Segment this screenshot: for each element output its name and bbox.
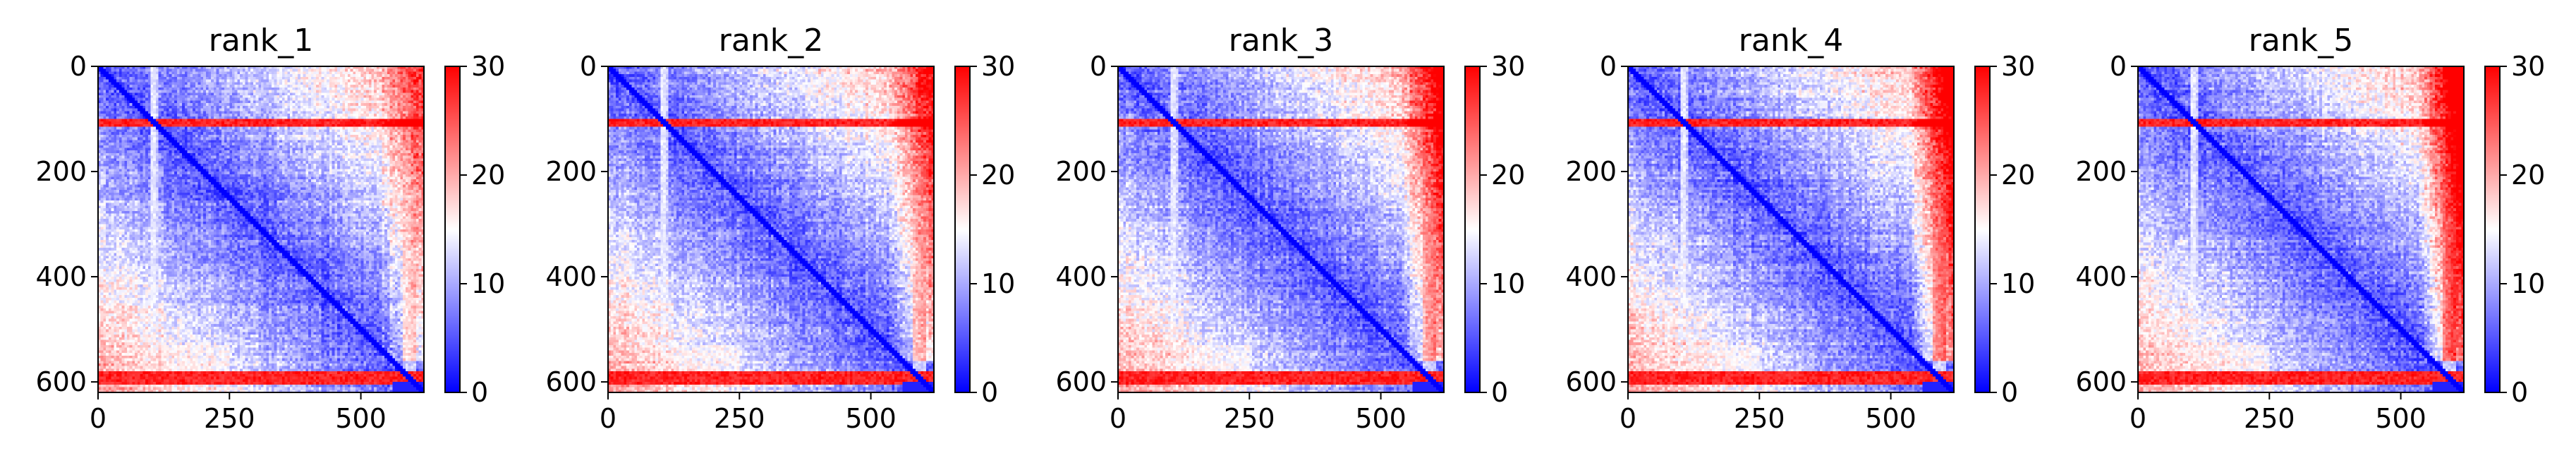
y-tick-label: 600 — [2075, 366, 2127, 397]
x-tick-label: 500 — [1865, 403, 1916, 434]
colorbar-tick-label: 0 — [2511, 377, 2528, 408]
axes-frame — [1627, 66, 1955, 393]
y-tick-label: 200 — [1055, 156, 1107, 187]
x-tick-label: 500 — [2375, 403, 2426, 434]
axes-frame — [1117, 66, 1445, 393]
colorbar-tick-label: 10 — [1491, 268, 1525, 299]
colorbar-tick-label: 10 — [981, 268, 1015, 299]
colorbar-tick-label: 10 — [2001, 268, 2035, 299]
panel-title: rank_5 — [2249, 23, 2353, 59]
colorbar-tick-label: 30 — [471, 51, 505, 82]
axes-frame — [2137, 66, 2465, 393]
x-tick-label: 0 — [2130, 403, 2146, 434]
y-tick-label: 600 — [35, 366, 87, 397]
x-tick-label: 250 — [714, 403, 765, 434]
colorbar — [1464, 66, 1481, 393]
y-tick-label: 0 — [70, 51, 87, 82]
axes-frame — [607, 66, 935, 393]
y-tick-label: 600 — [545, 366, 597, 397]
colorbar-tick-label: 30 — [1491, 51, 1525, 82]
colorbar-tick-label: 30 — [981, 51, 1015, 82]
y-tick-label: 0 — [1090, 51, 1107, 82]
x-tick-label: 0 — [1110, 403, 1126, 434]
colorbar-tick-label: 20 — [2001, 160, 2035, 191]
colorbar-tick-label: 10 — [471, 268, 505, 299]
x-tick-label: 500 — [845, 403, 897, 434]
colorbar-tick-label: 20 — [981, 160, 1015, 191]
colorbar-tick-label: 20 — [1491, 160, 1525, 191]
y-tick-label: 400 — [35, 261, 87, 292]
colorbar-tick-label: 20 — [2511, 160, 2545, 191]
x-tick-label: 250 — [1224, 403, 1275, 434]
x-tick-label: 0 — [1620, 403, 1636, 434]
heatmap-image — [98, 66, 424, 392]
y-tick-label: 600 — [1055, 366, 1107, 397]
colorbar-tick-label: 0 — [471, 377, 488, 408]
heatmap-image — [608, 66, 934, 392]
y-tick-label: 0 — [2110, 51, 2127, 82]
panel-title: rank_2 — [719, 23, 823, 59]
colorbar — [954, 66, 971, 393]
panel-title: rank_1 — [209, 23, 313, 59]
y-tick-label: 400 — [1565, 261, 1617, 292]
x-tick-label: 250 — [204, 403, 255, 434]
colorbar-tick-label: 20 — [471, 160, 505, 191]
y-tick-label: 200 — [545, 156, 597, 187]
y-tick-label: 200 — [35, 156, 87, 187]
x-tick-label: 250 — [2244, 403, 2295, 434]
y-tick-label: 400 — [545, 261, 597, 292]
colorbar-tick-label: 0 — [981, 377, 998, 408]
x-tick-label: 250 — [1734, 403, 1785, 434]
colorbar — [1974, 66, 1991, 393]
colorbar-tick-label: 30 — [2001, 51, 2035, 82]
x-tick-label: 500 — [1355, 403, 1407, 434]
colorbar — [444, 66, 461, 393]
y-tick-label: 0 — [1600, 51, 1617, 82]
panel-title: rank_4 — [1739, 23, 1843, 59]
y-tick-label: 200 — [2075, 156, 2127, 187]
x-tick-label: 0 — [90, 403, 107, 434]
colorbar — [2484, 66, 2501, 393]
axes-frame — [97, 66, 425, 393]
heatmap-image — [2138, 66, 2464, 392]
y-tick-label: 400 — [2075, 261, 2127, 292]
heatmap-image — [1118, 66, 1444, 392]
panel-title: rank_3 — [1229, 23, 1333, 59]
y-tick-label: 400 — [1055, 261, 1107, 292]
colorbar-tick-label: 10 — [2511, 268, 2545, 299]
heatmap-image — [1628, 66, 1954, 392]
x-tick-label: 0 — [600, 403, 616, 434]
y-tick-label: 200 — [1565, 156, 1617, 187]
x-tick-label: 500 — [335, 403, 387, 434]
colorbar-tick-label: 0 — [2001, 377, 2018, 408]
y-tick-label: 0 — [580, 51, 597, 82]
y-tick-label: 600 — [1565, 366, 1617, 397]
colorbar-tick-label: 30 — [2511, 51, 2545, 82]
colorbar-tick-label: 0 — [1491, 377, 1508, 408]
